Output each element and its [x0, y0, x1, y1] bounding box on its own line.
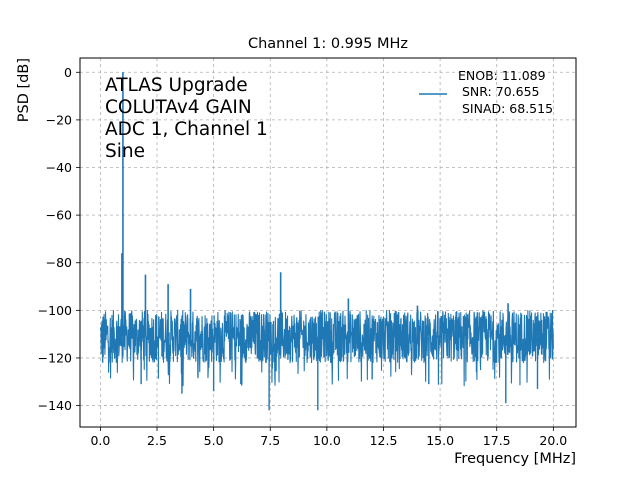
y-tick-label-7: −140: [38, 398, 72, 413]
y-tick-label-1: −20: [46, 112, 72, 127]
y-tick-label-4: −80: [46, 255, 72, 270]
x-tick-label-3: 7.5: [260, 433, 280, 448]
y-tick-label-5: −100: [38, 303, 72, 318]
y-tick-label-6: −120: [38, 350, 72, 365]
x-tick-label-0: 0.0: [90, 433, 110, 448]
x-tick-label-5: 12.5: [370, 433, 398, 448]
x-tick-label-2: 5.0: [204, 433, 224, 448]
annotation-block: ATLAS Upgrade COLUTAv4 GAIN ADC 1, Chann…: [105, 75, 268, 162]
y-axis-label: PSD [dB]: [16, 58, 32, 122]
x-tick-label-7: 17.5: [483, 433, 511, 448]
legend-entry-snr: SNR: 70.655: [458, 84, 539, 99]
x-tick-label-1: 2.5: [147, 433, 167, 448]
x-axis-label: Frequency [MHz]: [454, 451, 576, 467]
legend-entry-sinad: SINAD: 68.515: [458, 101, 553, 116]
y-tick-label-0: 0: [64, 65, 72, 80]
psd-noise-trace: [99, 309, 554, 387]
psd-series: [99, 72, 554, 411]
y-axis-ticks: 0 −20 −40 −60 −80 −100 −120 −140: [38, 65, 80, 413]
x-tick-label-4: 10.0: [313, 433, 341, 448]
legend-entry-enob: ENOB: 11.089: [458, 68, 546, 83]
x-tick-label-6: 15.0: [426, 433, 454, 448]
annotation-line-1: ATLAS Upgrade: [105, 75, 248, 96]
annotation-line-4: Sine: [105, 141, 145, 162]
plot-area-frame: [79, 57, 577, 428]
x-axis-ticks: 0.0 2.5 5.0 7.5 10.0 12.5 15.0 17.5 20.0: [90, 427, 567, 448]
legend: ENOB: 11.089 SNR: 70.655 SINAD: 68.515: [419, 68, 553, 116]
y-tick-label-2: −40: [46, 160, 72, 175]
x-tick-label-8: 20.0: [539, 433, 567, 448]
chart-title: Channel 1: 0.995 MHz: [248, 36, 408, 52]
y-tick-label-3: −60: [46, 208, 72, 223]
annotation-line-3: ADC 1, Channel 1: [105, 119, 268, 140]
annotation-line-2: COLUTAv4 GAIN: [105, 97, 252, 118]
